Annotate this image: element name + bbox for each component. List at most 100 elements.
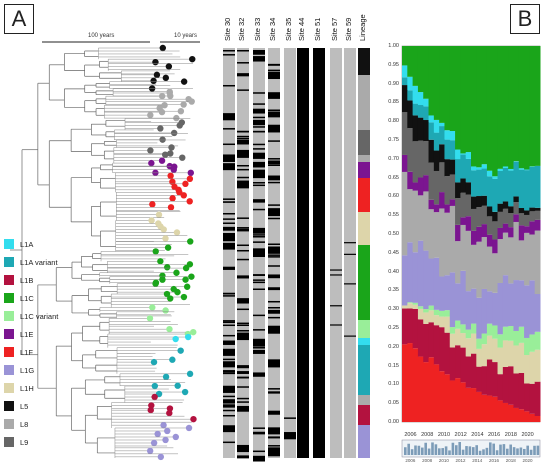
- area-band: [460, 270, 467, 325]
- legend-item-l8: L8: [4, 418, 28, 430]
- area-band: [433, 170, 440, 205]
- area-band: [497, 170, 504, 204]
- area-band: [439, 122, 445, 127]
- area-band: [423, 362, 430, 422]
- area-band: [444, 46, 451, 131]
- histogram-bar: [414, 445, 417, 455]
- site-mark: [268, 256, 280, 258]
- area-band: [417, 240, 424, 307]
- y-tick-label: 0.20: [388, 343, 399, 350]
- site-mark: [253, 329, 265, 331]
- histogram-bar: [431, 442, 434, 455]
- area-band: [486, 176, 493, 207]
- histogram-bar: [519, 447, 523, 455]
- site-header-10: Lineage: [358, 14, 367, 41]
- area-band: [497, 46, 504, 169]
- area-band: [449, 46, 456, 132]
- area-band: [486, 170, 493, 177]
- area-band: [471, 208, 477, 231]
- tree-tip: [176, 122, 183, 129]
- histogram-bar: [472, 447, 475, 455]
- area-band: [449, 131, 456, 141]
- area-band: [476, 46, 483, 168]
- area-band: [428, 199, 435, 210]
- area-band: [508, 237, 514, 284]
- tree-tip: [170, 166, 177, 173]
- area-band: [492, 46, 499, 177]
- legend-label: L1G: [20, 365, 35, 375]
- tree-tip: [180, 78, 188, 85]
- legend-item-l1a-variant: L1A variant: [4, 256, 58, 268]
- area-band: [449, 199, 456, 206]
- site-mark: [223, 404, 235, 408]
- site-mark: [223, 348, 235, 356]
- site-mark: [268, 410, 280, 415]
- site-mark: [223, 324, 235, 327]
- area-band: [455, 328, 461, 346]
- area-band: [449, 333, 456, 348]
- area-band: [481, 164, 488, 169]
- area-band: [471, 196, 477, 209]
- legend-label: L1H: [20, 383, 34, 393]
- histogram-bar: [485, 447, 489, 455]
- histogram-bar: [417, 445, 421, 455]
- legend-label: L1C: [20, 293, 34, 303]
- tree-tip: [183, 283, 191, 290]
- site-mark: [237, 180, 249, 189]
- site-mark: [223, 242, 235, 250]
- area-band: [439, 316, 445, 328]
- site-mark: [268, 388, 280, 390]
- area-band: [497, 347, 504, 375]
- site-mark: [344, 242, 356, 244]
- area-band: [524, 210, 530, 215]
- area-band: [471, 244, 477, 289]
- site-mark: [237, 228, 249, 232]
- site-mark: [253, 281, 265, 284]
- tree-tip: [162, 307, 169, 314]
- area-band: [449, 205, 456, 273]
- site-mark: [268, 181, 280, 184]
- area-band: [508, 283, 514, 327]
- area-band: [433, 212, 440, 258]
- legend-item-l1f: L1F: [4, 346, 33, 358]
- area-band: [513, 161, 520, 197]
- area-band: [407, 46, 414, 77]
- area-band: [428, 258, 435, 306]
- area-band: [444, 130, 451, 140]
- area-band: [518, 326, 525, 343]
- area-band: [481, 344, 488, 367]
- area-band: [497, 239, 504, 283]
- tree-tip: [146, 315, 154, 322]
- site-mark: [223, 50, 235, 52]
- site-mark: [253, 199, 265, 203]
- site-mark: [253, 148, 265, 150]
- area-band: [476, 338, 483, 349]
- site-mark: [237, 89, 249, 91]
- area-band: [455, 159, 461, 183]
- site-mark: [253, 56, 265, 62]
- site-column-fill: [297, 48, 309, 458]
- lineage-segment: [358, 130, 370, 155]
- area-band: [407, 128, 414, 172]
- site-mark: [268, 175, 280, 181]
- site-header-4: Site 34: [268, 17, 277, 41]
- area-band: [508, 326, 514, 341]
- site-mark: [330, 274, 342, 276]
- area-band: [513, 196, 520, 203]
- area-band: [412, 302, 419, 305]
- area-band: [449, 159, 456, 175]
- area-band: [481, 224, 488, 238]
- x-tick-label: 2006: [404, 432, 417, 438]
- area-band: [428, 122, 435, 140]
- site-mark: [223, 266, 235, 270]
- tree-tip: [162, 74, 170, 82]
- area-band: [465, 387, 472, 422]
- site-mark: [237, 50, 249, 52]
- site-mark: [268, 309, 280, 314]
- area-band: [439, 144, 445, 163]
- histogram-tick-label: 2010: [438, 458, 449, 463]
- area-band: [449, 327, 456, 334]
- histogram-bar: [451, 442, 455, 455]
- area-band: [534, 349, 541, 382]
- site-mark: [223, 334, 235, 337]
